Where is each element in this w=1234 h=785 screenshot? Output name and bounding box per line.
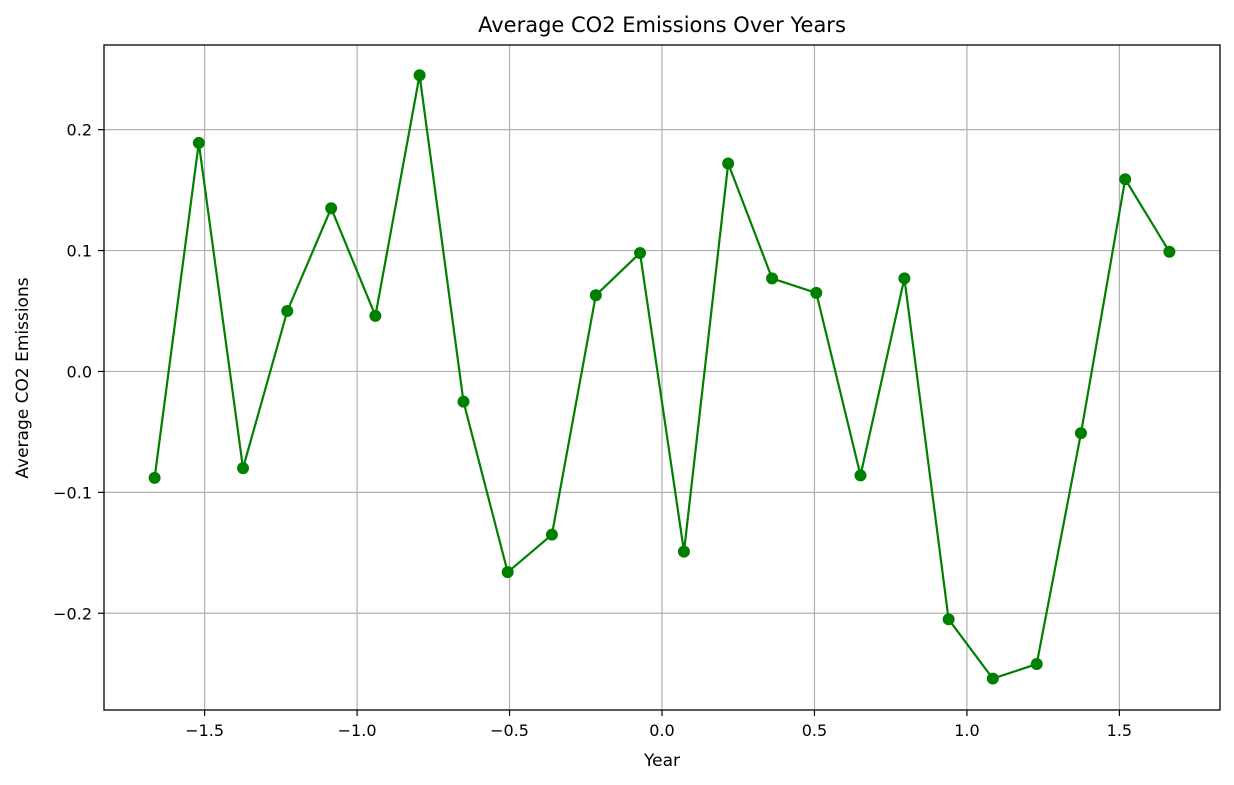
chart-title: Average CO2 Emissions Over Years [478,13,846,37]
data-point [589,289,602,302]
x-tick-label: 0.5 [802,721,827,740]
x-tick-label: −1.5 [185,721,224,740]
grid-lines [104,45,1220,710]
series-line [153,74,1171,680]
data-point [545,528,558,541]
x-tick-label: 1.0 [954,721,979,740]
data-point [369,309,382,322]
x-tick-label: −1.0 [338,721,377,740]
y-tick-label: 0.0 [67,362,92,381]
data-point [1030,658,1043,671]
data-point [1119,173,1132,186]
data-point [1163,245,1176,258]
x-axis-label: Year [643,751,680,771]
data-point [766,272,779,285]
x-tick-label: 0.0 [649,721,674,740]
data-point [722,157,735,170]
axis-ticks: −1.5 −1.0 −0.5 0.0 0.5 1.0 1.5 −0.2 −0.1 0.0 0.1 0.… [53,121,1132,740]
x-tick-label: 1.5 [1107,721,1132,740]
data-point [898,272,911,285]
data-point [192,136,205,149]
data-point [325,202,338,215]
data-point [1074,427,1087,440]
data-point [810,286,823,299]
x-tick-label: −0.5 [490,721,529,740]
data-point [677,545,690,558]
data-point [501,566,514,579]
series-layer [148,69,1176,685]
data-point [148,471,161,484]
data-point [457,395,470,408]
y-tick-label: 0.2 [67,121,92,140]
y-axis-label: Average CO2 Emissions [13,277,33,478]
data-point [942,613,955,626]
y-tick-label: 0.1 [67,242,92,261]
data-point [413,69,426,82]
data-point [986,672,999,685]
data-point [634,246,647,259]
data-point [281,305,294,317]
y-tick-label: −0.1 [53,483,92,502]
y-tick-label: −0.2 [53,604,92,623]
data-point [237,462,250,475]
data-point [854,469,867,482]
